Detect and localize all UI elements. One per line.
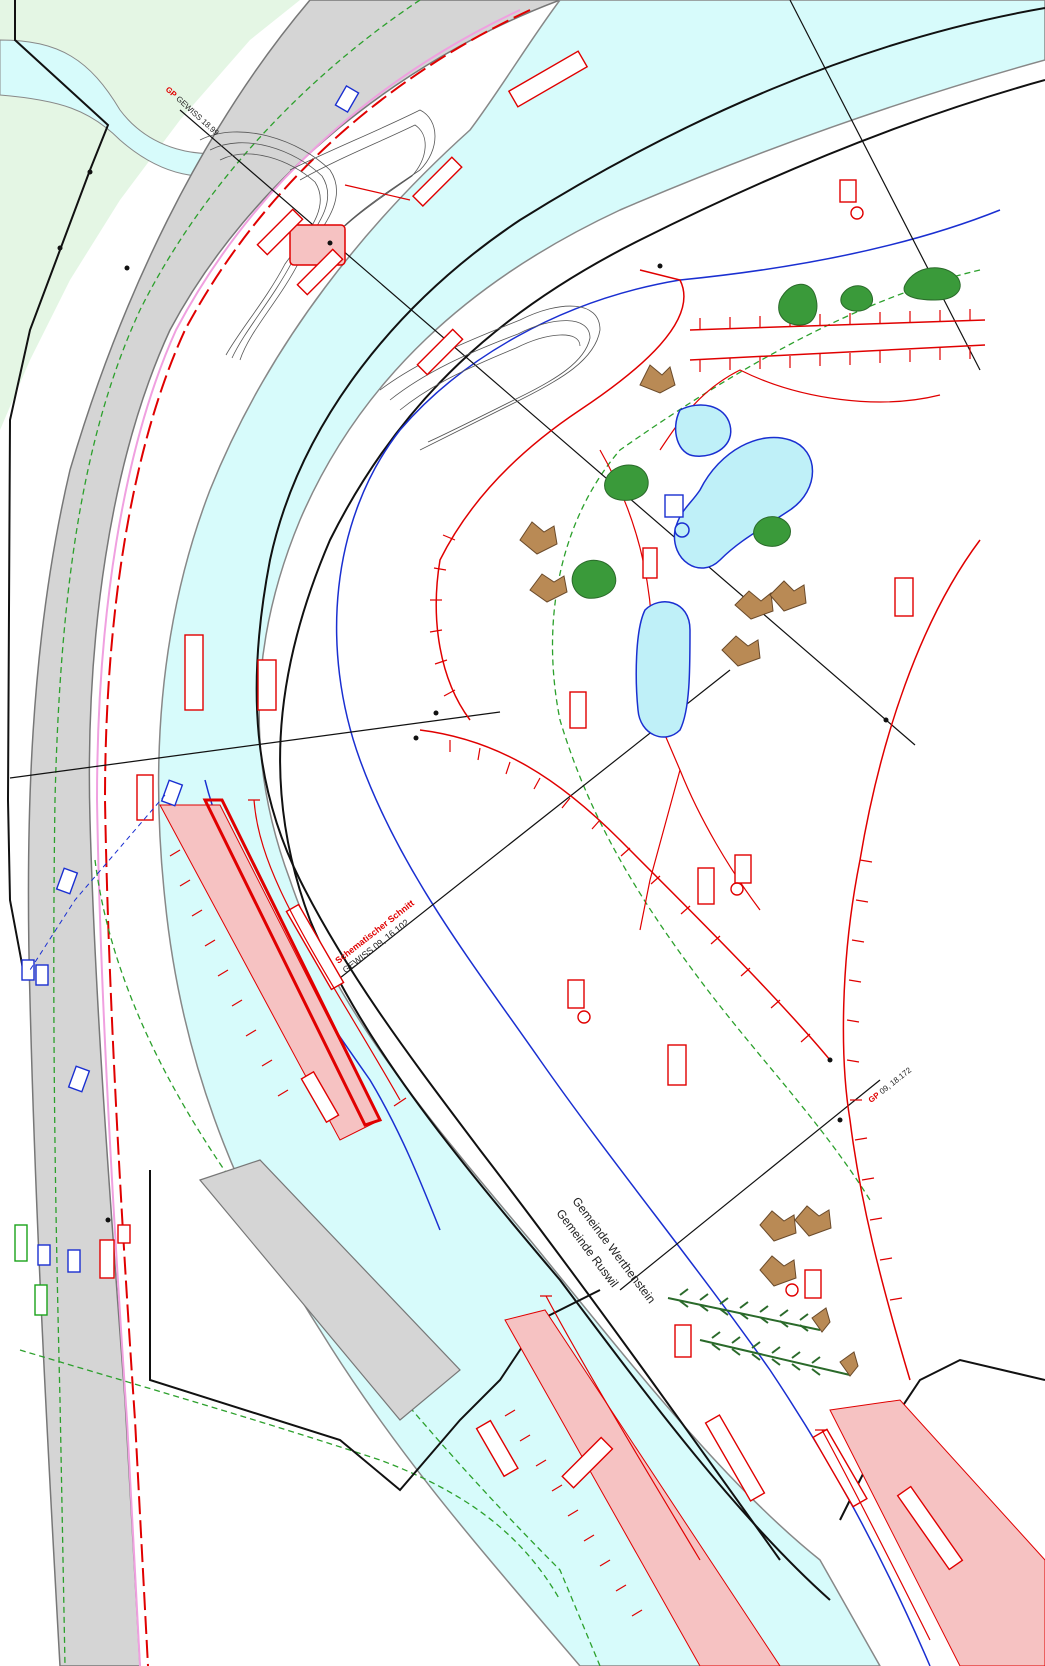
pond-1 — [674, 404, 732, 457]
section-title: Schematischer Schnitt — [333, 898, 416, 966]
section-line-2 — [9, 711, 501, 779]
building-footprint — [198, 1159, 461, 1421]
road-edge-red — [103, 9, 531, 1666]
blue-dashed-link — [29, 794, 166, 971]
embankment-line-5 — [842, 539, 981, 1381]
contour-cluster-top — [199, 109, 601, 451]
interior-line-c — [639, 769, 681, 931]
dimension-lines — [248, 184, 931, 1641]
pond-3 — [635, 601, 691, 738]
road-edge-pink — [95, 9, 521, 1666]
embankment-ticks — [169, 309, 971, 1617]
section-line-5 — [789, 0, 981, 371]
survey-points — [57, 169, 889, 1223]
embankment-line-2 — [689, 319, 986, 331]
main-road — [27, 0, 561, 1666]
embankment-line-3 — [689, 344, 986, 361]
river-bank-line — [279, 79, 1045, 1601]
green-label-boxes — [14, 1224, 48, 1316]
embankment-line-4 — [419, 729, 831, 1061]
green-path-left — [53, 0, 421, 1666]
pond-2 — [673, 436, 814, 569]
marker-circles — [577, 206, 864, 1297]
gp-right-text: 09, 18.172 — [878, 1065, 914, 1096]
blue-label-boxes — [21, 85, 684, 1273]
conifer-tree-icon — [667, 1288, 851, 1376]
measure-hatch-left — [202, 798, 383, 1127]
river — [157, 0, 1045, 1666]
marker-circle-icon — [674, 522, 690, 538]
measure-label-boxes — [99, 50, 964, 1571]
section-line-4 — [619, 1079, 881, 1291]
section-line-1 — [179, 109, 916, 746]
deciduous-tree-icon — [519, 364, 832, 1287]
parcel-boundary-left — [6, 0, 110, 981]
tree-root-icon — [811, 1307, 859, 1377]
measure-area-bottom — [504, 1309, 781, 1666]
green-path-mid — [551, 269, 981, 1201]
embankment-line-1 — [435, 269, 685, 721]
river-bank-line-2 — [255, 7, 1045, 1561]
tree-cluster-icon — [571, 267, 961, 599]
section-label: Schematischer Schnitt GEWISS 09, 16.102 — [333, 898, 416, 975]
